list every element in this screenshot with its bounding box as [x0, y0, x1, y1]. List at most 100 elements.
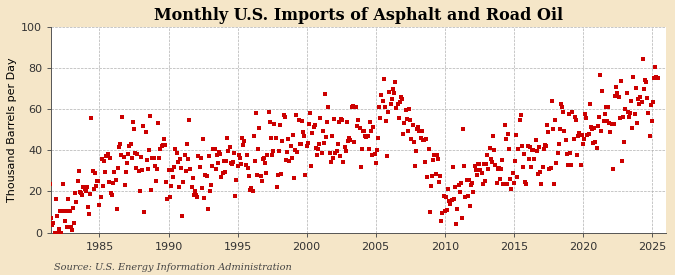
Point: [340, 149, 351, 153]
Point: [596, 128, 607, 133]
Point: [194, 164, 205, 169]
Point: [361, 135, 372, 139]
Point: [375, 116, 385, 120]
Point: [203, 154, 214, 158]
Point: [410, 149, 421, 153]
Point: [467, 181, 478, 185]
Point: [276, 172, 287, 176]
Point: [526, 148, 537, 153]
Point: [344, 136, 354, 141]
Title: Monthly U.S. Imports of Asphalt and Road Oil: Monthly U.S. Imports of Asphalt and Road…: [154, 7, 563, 24]
Point: [358, 129, 369, 133]
Point: [40, 230, 51, 235]
Point: [477, 182, 488, 186]
Point: [598, 119, 609, 123]
Point: [149, 164, 160, 168]
Point: [216, 174, 227, 179]
Point: [163, 167, 174, 172]
Point: [144, 114, 155, 119]
Point: [515, 113, 526, 117]
Point: [175, 157, 186, 162]
Point: [367, 153, 377, 157]
Point: [234, 156, 245, 160]
Point: [159, 137, 169, 141]
Point: [475, 168, 486, 172]
Point: [244, 173, 254, 178]
Point: [397, 97, 408, 101]
Point: [128, 120, 138, 125]
Point: [382, 154, 393, 158]
Point: [371, 161, 381, 166]
Point: [187, 176, 198, 180]
Point: [585, 102, 595, 107]
Point: [371, 148, 382, 152]
Point: [639, 86, 649, 91]
Point: [74, 169, 84, 173]
Point: [550, 118, 561, 122]
Point: [122, 161, 132, 165]
Point: [428, 158, 439, 162]
Point: [254, 125, 265, 130]
Point: [45, 182, 55, 186]
Point: [503, 132, 514, 136]
Point: [116, 153, 127, 158]
Point: [270, 136, 281, 141]
Point: [472, 173, 483, 177]
Point: [107, 192, 117, 197]
Point: [479, 162, 489, 166]
Point: [242, 153, 252, 157]
Point: [394, 115, 404, 120]
Point: [468, 190, 479, 195]
Point: [629, 111, 640, 116]
Point: [601, 104, 612, 109]
Point: [144, 147, 155, 152]
Point: [250, 158, 261, 163]
Point: [321, 134, 331, 139]
Point: [219, 169, 230, 174]
Point: [562, 152, 572, 156]
Point: [193, 154, 204, 158]
Point: [363, 147, 374, 152]
Point: [416, 129, 427, 133]
Point: [487, 134, 498, 138]
Point: [180, 152, 190, 157]
Point: [299, 133, 310, 138]
Point: [268, 149, 279, 153]
Point: [581, 116, 592, 120]
Point: [601, 119, 612, 123]
Point: [368, 125, 379, 129]
Point: [595, 73, 605, 77]
Point: [559, 129, 570, 133]
Point: [420, 160, 431, 164]
Point: [167, 175, 178, 179]
Point: [330, 151, 341, 155]
Point: [627, 126, 638, 130]
Point: [437, 210, 448, 215]
Point: [59, 209, 70, 213]
Point: [77, 192, 88, 197]
Point: [513, 147, 524, 151]
Point: [245, 188, 256, 192]
Point: [568, 137, 579, 141]
Point: [505, 177, 516, 182]
Point: [261, 170, 272, 175]
Point: [177, 214, 188, 218]
Point: [392, 102, 403, 106]
Point: [567, 109, 578, 114]
Point: [644, 134, 655, 138]
Point: [535, 170, 545, 174]
Point: [55, 208, 65, 213]
Point: [51, 214, 62, 219]
Point: [484, 146, 495, 150]
Point: [364, 120, 375, 124]
Point: [651, 74, 662, 79]
Point: [533, 172, 543, 177]
Point: [327, 133, 338, 138]
Point: [200, 173, 211, 177]
Point: [118, 155, 129, 160]
Point: [448, 197, 459, 202]
Point: [281, 158, 292, 163]
Point: [608, 167, 618, 172]
Point: [387, 87, 398, 91]
Point: [201, 174, 212, 178]
